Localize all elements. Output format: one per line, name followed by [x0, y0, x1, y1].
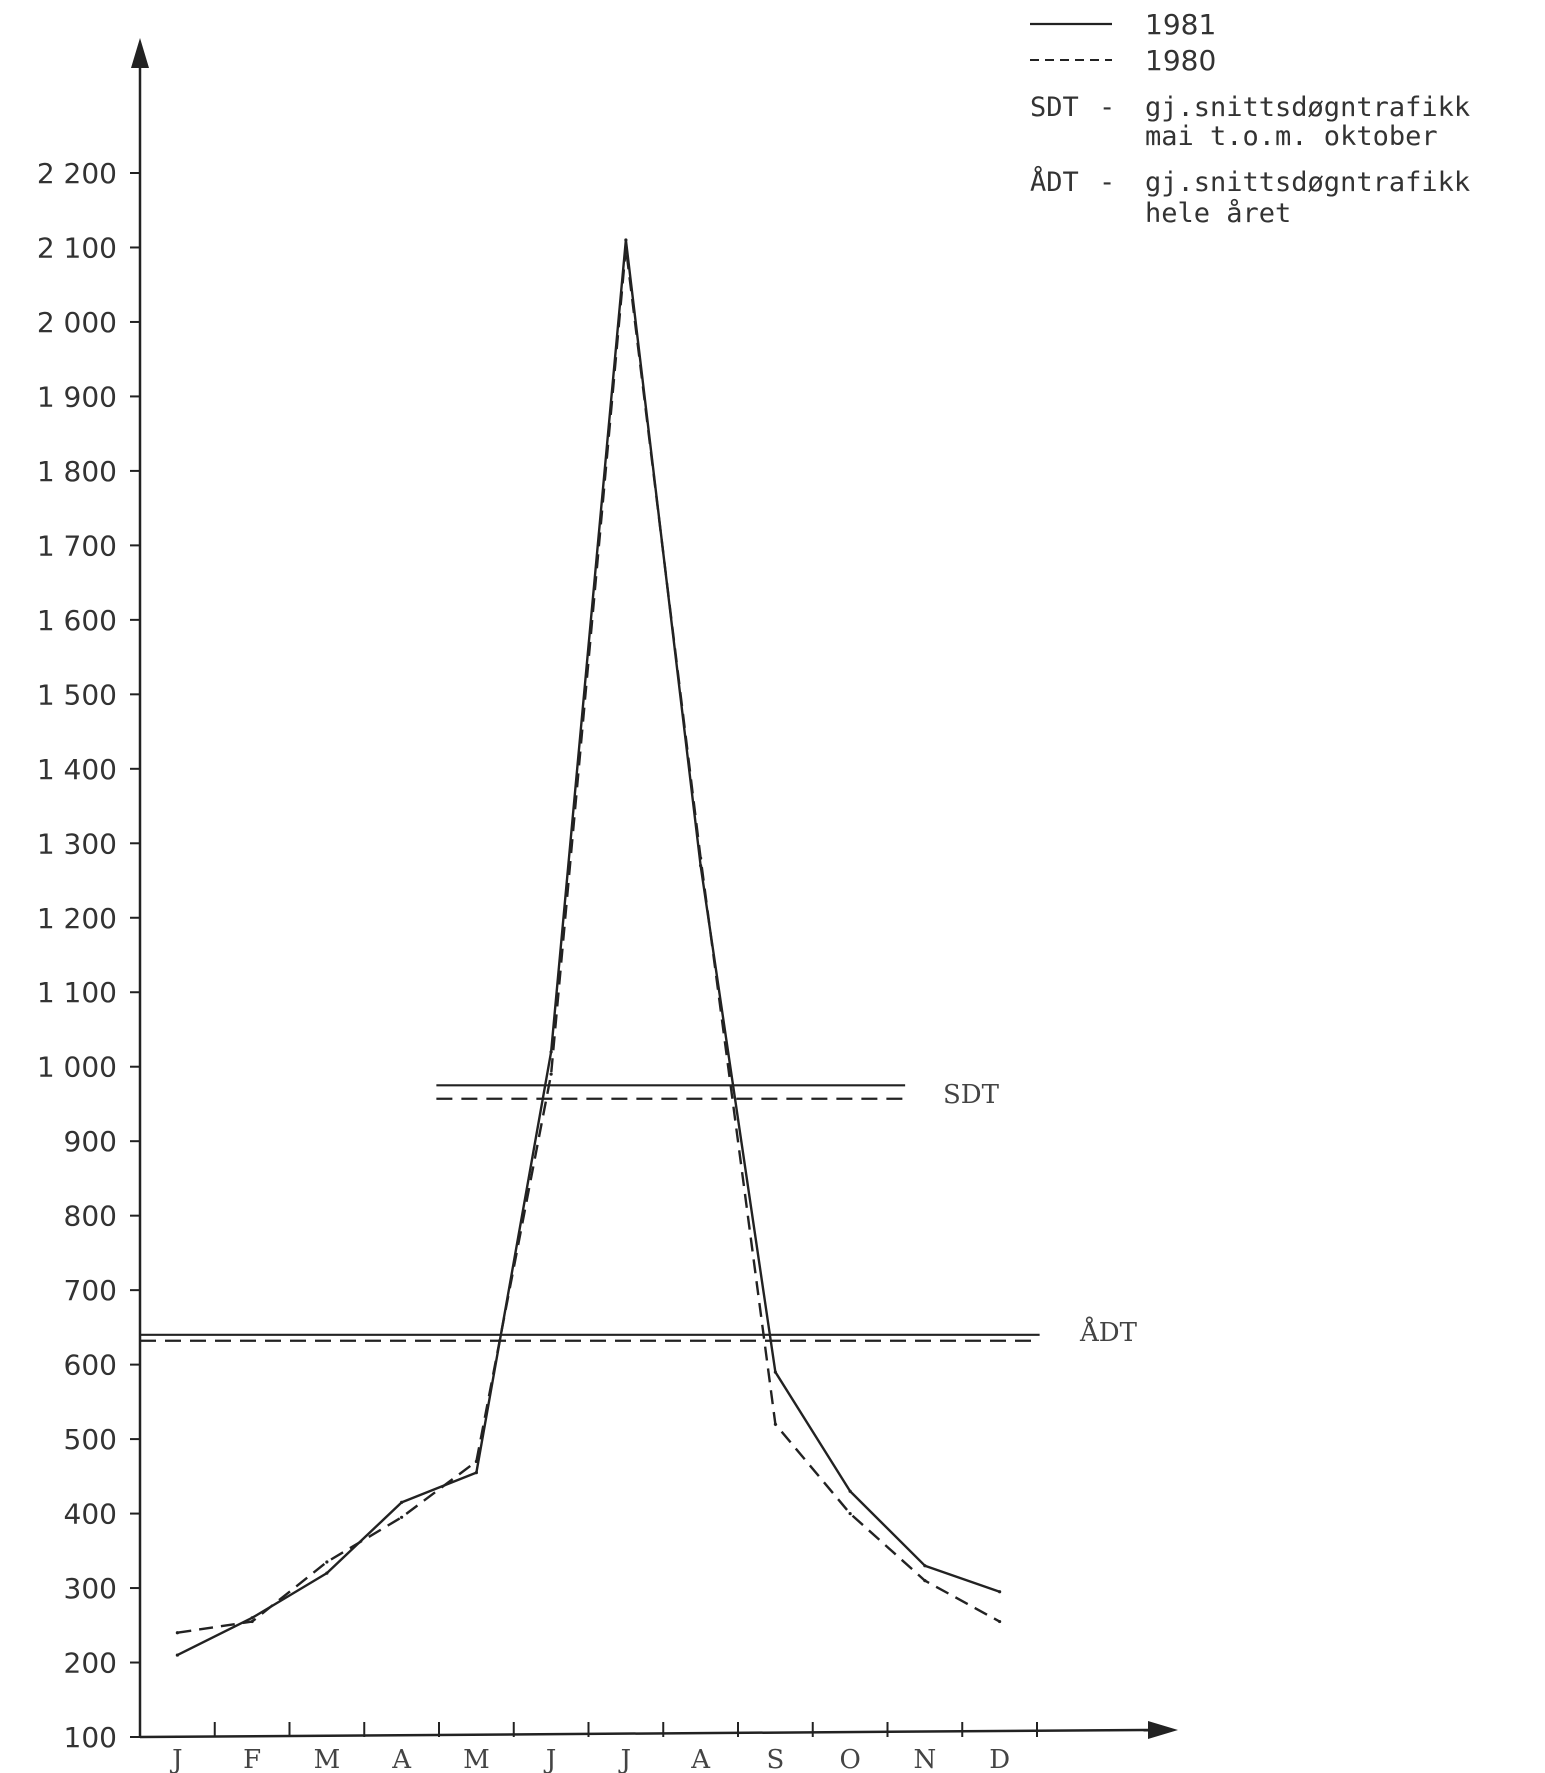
legend: 1981 1980 SDT - gj.snittsdøgntrafikk mai… [1030, 8, 1470, 229]
y-tick-label: 1 300 [37, 827, 117, 860]
y-tick-label: 2 000 [37, 306, 117, 339]
y-tick-label: 100 [64, 1721, 117, 1754]
x-tick-label: S [766, 1745, 784, 1773]
legend-sdt-line2: mai t.o.m. oktober [1145, 121, 1438, 152]
data-point-1980 [250, 1619, 254, 1624]
data-point-1980 [998, 1619, 1002, 1624]
y-ticks: 100 200 300 400 500 600 700 800 900 1 000 1 100 1 2… [37, 157, 140, 1754]
x-axis-arrow [1148, 1721, 1178, 1739]
y-axis-arrow [131, 38, 149, 68]
series-lines [175, 238, 1002, 1657]
data-point-1981 [250, 1616, 254, 1620]
adt-label: ÅDT [1079, 1316, 1138, 1348]
legend-sdt-line1: gj.snittsdøgntrafikk [1145, 92, 1470, 123]
x-tick-label: F [243, 1745, 261, 1773]
x-axis [139, 1728, 1151, 1739]
legend-adt-line1: gj.snittsdøgntrafikk [1145, 167, 1470, 198]
data-point-1981 [699, 864, 703, 868]
y-tick-label: 1 700 [37, 529, 117, 562]
x-tick-label: J [169, 1745, 182, 1773]
y-tick-label: 1 200 [37, 902, 117, 935]
legend-adt-line2: hele året [1145, 198, 1291, 229]
data-point-1980 [474, 1459, 478, 1464]
y-tick-label: 1 900 [37, 380, 117, 413]
x-tick-label: N [914, 1745, 937, 1773]
sdt-label: SDT [943, 1080, 1000, 1110]
data-point-1980 [773, 1422, 777, 1426]
y-tick-label: 1 800 [37, 455, 117, 488]
y-tick-label: 300 [64, 1572, 117, 1605]
data-point-1981 [175, 1653, 179, 1657]
data-point-1980 [400, 1515, 404, 1519]
data-point-1981 [773, 1370, 777, 1374]
x-tick-label: M [314, 1745, 341, 1773]
legend-adt-abbr: ÅDT [1030, 166, 1079, 198]
data-point-1981 [549, 1050, 553, 1054]
x-tick-label: J [618, 1745, 631, 1773]
data-point-1981 [474, 1471, 478, 1475]
y-tick-label: 600 [64, 1349, 117, 1382]
y-tick-label: 1 500 [37, 678, 117, 711]
x-tick-label: A [690, 1745, 711, 1773]
y-tick-label: 200 [64, 1647, 117, 1680]
series-line-1980 [177, 246, 1001, 1634]
y-tick-label: 1 400 [37, 753, 117, 786]
data-point-1981 [400, 1500, 404, 1504]
data-point-1981 [624, 238, 628, 242]
y-tick-label: 2 100 [37, 231, 117, 264]
y-tick-label: 400 [64, 1498, 117, 1531]
data-point-1981 [848, 1489, 852, 1493]
legend-1980-label: 1980 [1145, 44, 1216, 77]
data-point-1981 [325, 1571, 329, 1575]
legend-1981-label: 1981 [1145, 8, 1216, 41]
data-point-1980 [848, 1511, 852, 1516]
legend-adt-dash: - [1099, 167, 1115, 198]
x-tick-label: O [839, 1745, 860, 1773]
x-tick-label: D [989, 1745, 1010, 1773]
y-tick-label: 1 100 [37, 976, 117, 1009]
y-tick-label: 500 [64, 1423, 117, 1456]
data-point-1980 [624, 245, 628, 250]
y-tick-label: 2 200 [37, 157, 117, 190]
x-tick-label: J [543, 1745, 556, 1773]
legend-sdt-abbr: SDT [1030, 92, 1079, 123]
x-tick-label: M [463, 1745, 490, 1773]
x-tick-label: A [391, 1745, 412, 1773]
y-tick-label: 700 [64, 1274, 117, 1307]
series-line-1981 [176, 238, 1001, 1657]
y-tick-label: 900 [64, 1125, 117, 1158]
data-point-1980 [923, 1579, 927, 1583]
data-point-1980 [699, 856, 703, 860]
reference-lines [140, 1084, 1040, 1342]
data-point-1980 [175, 1631, 179, 1635]
y-tick-label: 1 000 [37, 1051, 117, 1084]
data-point-1981 [998, 1590, 1002, 1594]
y-tick-label: 800 [64, 1200, 117, 1233]
legend-sdt-dash: - [1099, 92, 1115, 123]
data-point-1980 [549, 1072, 553, 1076]
data-point-1981 [923, 1564, 927, 1568]
data-point-1980 [325, 1560, 329, 1564]
y-tick-label: 1 600 [37, 604, 117, 637]
